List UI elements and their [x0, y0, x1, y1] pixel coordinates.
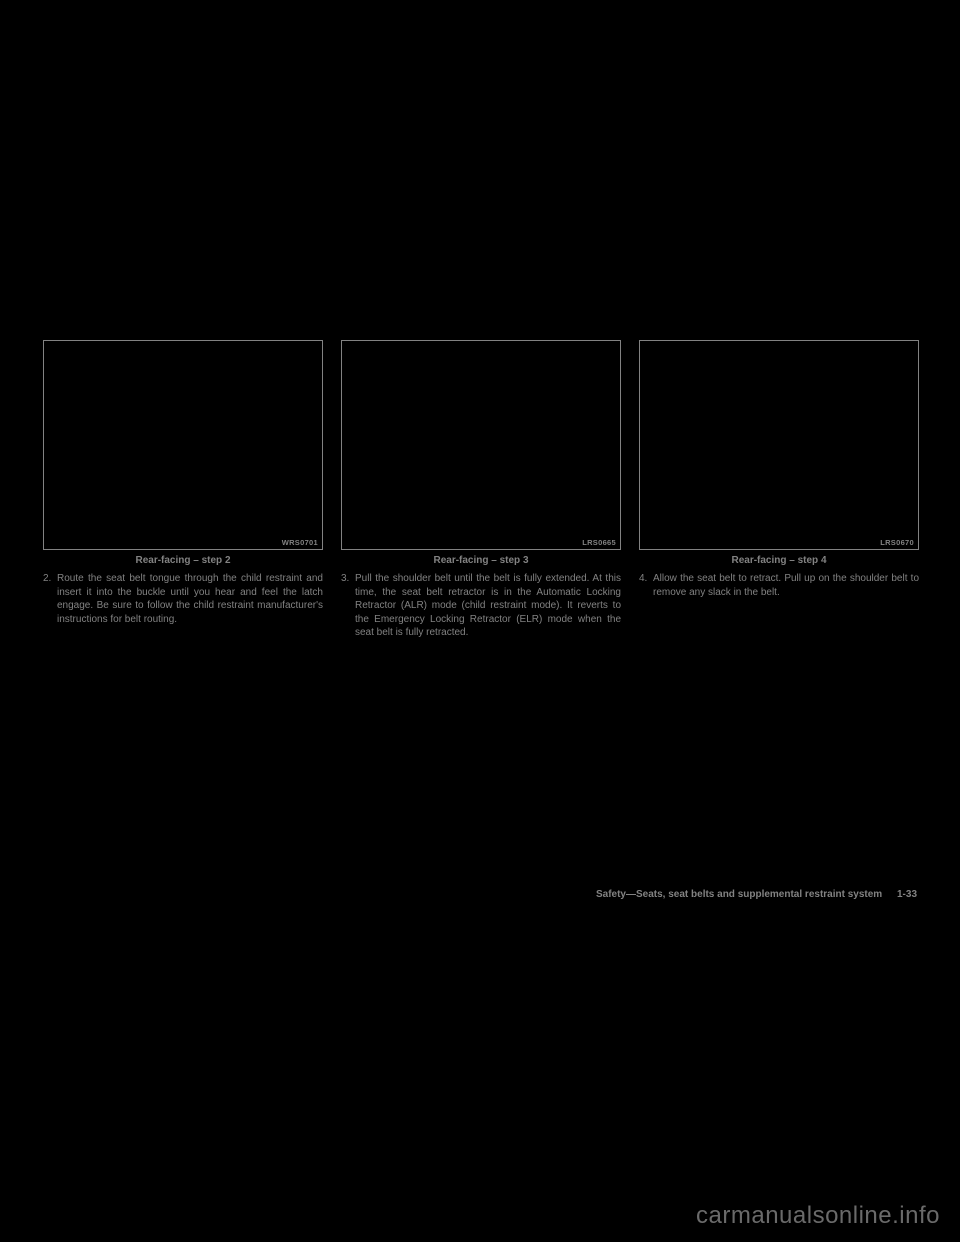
figure-box-1: WRS0701 — [43, 340, 323, 550]
figure-caption-1: Rear-facing – step 2 — [43, 555, 323, 566]
instruction-item-1: 2. Route the seat belt tongue through th… — [43, 572, 323, 626]
figure-caption-3: Rear-facing – step 4 — [639, 555, 919, 566]
instruction-item-3: 4. Allow the seat belt to retract. Pull … — [639, 572, 919, 599]
figure-code-1: WRS0701 — [282, 538, 318, 547]
footer-page-number: 1-33 — [897, 889, 917, 900]
figure-caption-2: Rear-facing – step 3 — [341, 555, 621, 566]
footer-section-title: Safety—Seats, seat belts and supplementa… — [596, 889, 882, 900]
column-3: LRS0670 Rear-facing – step 4 4. Allow th… — [639, 340, 919, 640]
column-2: LRS0665 Rear-facing – step 3 3. Pull the… — [341, 340, 621, 640]
page-footer: Safety—Seats, seat belts and supplementa… — [596, 889, 917, 900]
manual-page: WRS0701 Rear-facing – step 2 2. Route th… — [43, 340, 917, 900]
figure-code-3: LRS0670 — [880, 538, 914, 547]
content-columns: WRS0701 Rear-facing – step 2 2. Route th… — [43, 340, 917, 640]
instruction-number-1: 2. — [43, 572, 57, 626]
instruction-item-2: 3. Pull the shoulder belt until the belt… — [341, 572, 621, 640]
figure-box-3: LRS0670 — [639, 340, 919, 550]
instruction-number-3: 4. — [639, 572, 653, 599]
figure-box-2: LRS0665 — [341, 340, 621, 550]
instruction-text-1: Route the seat belt tongue through the c… — [57, 572, 323, 626]
instruction-text-2: Pull the shoulder belt until the belt is… — [355, 572, 621, 640]
instruction-text-3: Allow the seat belt to retract. Pull up … — [653, 572, 919, 599]
column-1: WRS0701 Rear-facing – step 2 2. Route th… — [43, 340, 323, 640]
watermark-text: carmanualsonline.info — [696, 1202, 940, 1230]
figure-code-2: LRS0665 — [582, 538, 616, 547]
instruction-number-2: 3. — [341, 572, 355, 640]
